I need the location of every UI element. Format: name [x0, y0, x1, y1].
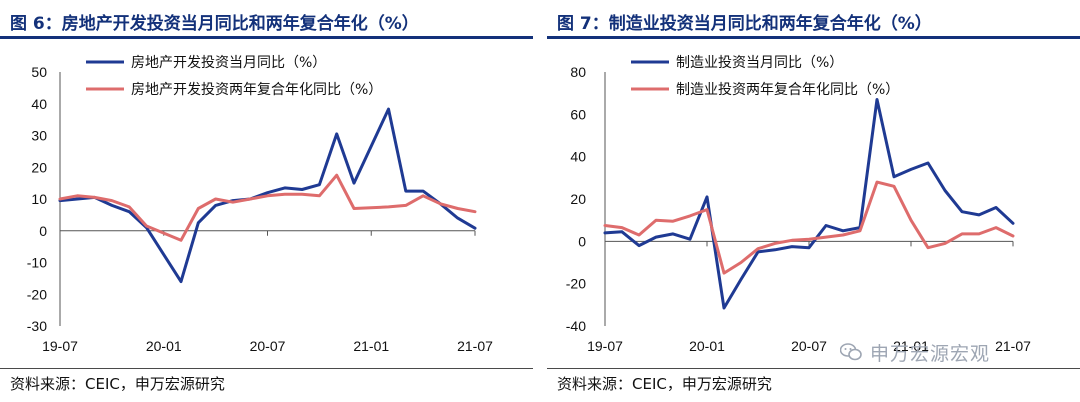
source-note: 资料来源：CEIC，申万宏源研究 — [557, 375, 772, 393]
x-tick-label: 20-07 — [250, 338, 286, 354]
title-rule — [0, 36, 533, 39]
title-rule — [547, 36, 1080, 39]
watermark: 申万宏源宏观 — [840, 338, 990, 366]
footer-rule — [0, 368, 533, 369]
x-tick-label: 21-07 — [457, 338, 493, 354]
source-note: 资料来源：CEIC，申万宏源研究 — [10, 375, 225, 393]
x-tick-label: 20-07 — [791, 338, 827, 354]
y-tick-label: 20 — [570, 191, 586, 207]
y-tick-label: 50 — [31, 64, 47, 80]
y-tick-label: 80 — [570, 64, 586, 80]
wechat-icon — [840, 343, 862, 361]
y-tick-label: -30 — [27, 318, 47, 334]
y-tick-label: -10 — [27, 255, 47, 271]
y-tick-label: 20 — [31, 159, 47, 175]
series-line-1 — [58, 173, 477, 242]
legend-label: 制造业投资当月同比（%） — [676, 55, 843, 71]
chart-panel-right: 图 7：制造业投资当月同比和两年复合年化（%） 80 60 40 20 0 -20 -40 1… — [547, 0, 1080, 402]
footer-rule — [547, 368, 1080, 369]
y-tick-label: 30 — [31, 128, 47, 144]
watermark-text: 申万宏源宏观 — [870, 342, 991, 365]
chart-panel-left: 图 6：房地产开发投资当月同比和两年复合年化（%） 50 40 30 20 10 0 -10… — [0, 0, 533, 402]
series-line-0 — [603, 98, 1015, 310]
series-line-0 — [58, 107, 477, 284]
y-tick-label: 0 — [578, 233, 586, 249]
legend-label: 房地产开发投资两年复合年化同比（%） — [131, 81, 382, 98]
y-tick-label: 60 — [570, 106, 586, 122]
legend-label: 房地产开发投资当月同比（%） — [131, 55, 326, 71]
y-tick-label: 0 — [39, 223, 47, 239]
y-tick-label: -40 — [566, 318, 586, 334]
y-tick-label: -20 — [566, 276, 586, 292]
y-tick-label: 10 — [31, 191, 47, 207]
y-tick-label: 40 — [570, 149, 586, 165]
chart-title: 图 6：房地产开发投资当月同比和两年复合年化（%） — [10, 14, 419, 34]
x-tick-label: 19-07 — [42, 338, 78, 354]
x-tick-label: 21-07 — [995, 338, 1031, 354]
line-chart-real-estate: 50 40 30 20 10 0 -10 -20 -30 19-07 20-01 20-07 21-01… — [27, 55, 493, 354]
x-tick-label: 19-07 — [587, 338, 623, 354]
x-tick-label: 20-01 — [146, 338, 182, 354]
x-tick-label: 20-01 — [689, 338, 725, 354]
x-tick-label: 21-01 — [353, 338, 389, 354]
legend-label: 制造业投资两年复合年化同比（%） — [676, 81, 899, 98]
chart-title: 图 7：制造业投资当月同比和两年复合年化（%） — [557, 14, 932, 34]
series-line-1 — [603, 180, 1015, 275]
y-tick-label: -20 — [27, 286, 47, 302]
y-tick-label: 40 — [31, 96, 47, 112]
x-tick-label: 21-01 — [893, 338, 929, 354]
